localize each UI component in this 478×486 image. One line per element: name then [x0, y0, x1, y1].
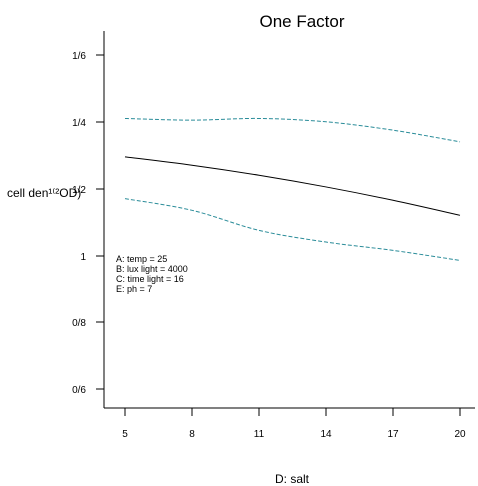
series-prediction [124, 156, 461, 216]
x-tick-label: 20 [454, 429, 466, 440]
y-tick-label: 1/4 [72, 118, 86, 129]
factor-setting-note: C: time light = 16 [116, 274, 184, 284]
factor-setting-note: B: lux light = 4000 [116, 264, 188, 274]
x-tick-label: 5 [122, 429, 128, 440]
y-tick-label: 0/8 [72, 318, 86, 329]
series-upper-band [124, 117, 461, 143]
x-tick-label: 11 [254, 429, 265, 440]
x-tick-label: 17 [387, 429, 399, 440]
y-tick-label: 1/6 [72, 51, 86, 62]
series-lines [124, 117, 461, 261]
factor-setting-note: A: temp = 25 [116, 254, 167, 264]
x-axis-label: D: salt [275, 472, 310, 486]
series-lower-band [124, 198, 461, 261]
chart-title: One Factor [259, 12, 344, 31]
y-ticks: 0/6 0/8 1 1/2 1/4 1/6 [72, 51, 104, 396]
x-tick-label: 14 [320, 429, 332, 440]
y-tick-label: 0/6 [72, 385, 86, 396]
y-tick-label: 1 [80, 252, 86, 263]
y-tick-label: 1/2 [72, 185, 86, 196]
x-tick-label: 8 [189, 429, 195, 440]
y-axis-label: cell den¹⁽²OD) [7, 186, 81, 200]
x-ticks: 5 8 11 14 17 20 [122, 408, 466, 440]
factor-setting-note: E: ph = 7 [116, 284, 152, 294]
